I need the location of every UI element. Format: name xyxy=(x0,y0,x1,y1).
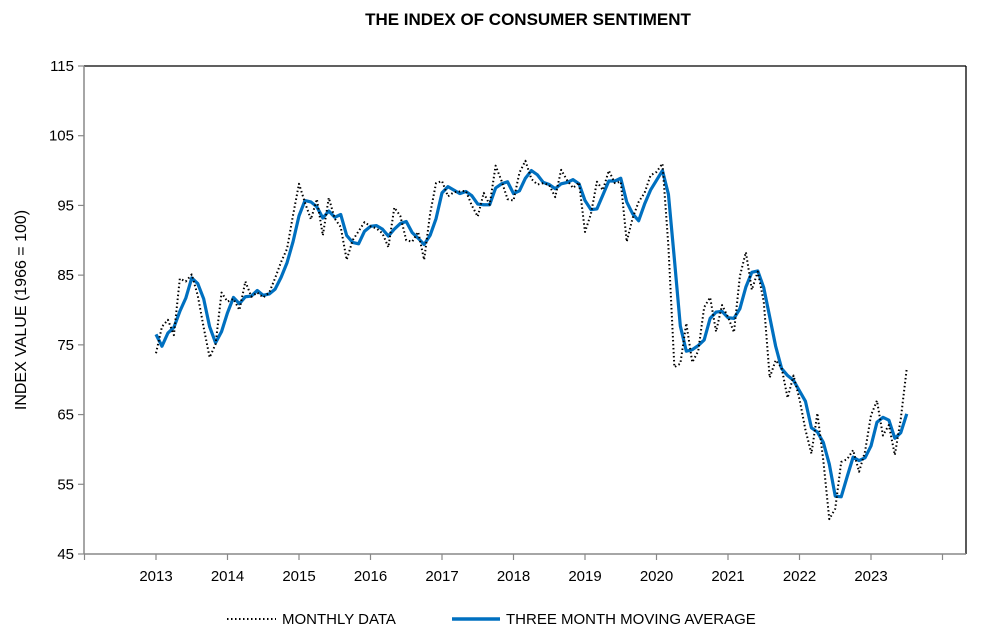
x-tick-label: 2015 xyxy=(282,568,315,585)
legend-label-moving-average: THREE MONTH MOVING AVERAGE xyxy=(506,611,756,628)
series-line-monthly-data xyxy=(155,159,908,521)
x-axis-ticks: 2013 2014 2015 2016 2017 2018 2019 2020 2021 2022… xyxy=(83,554,944,585)
y-axis-title: INDEX VALUE (1966 = 100) xyxy=(13,210,30,410)
y-tick-label: 75 xyxy=(57,337,74,354)
x-tick-label: 2017 xyxy=(425,568,458,585)
x-tick-label: 2022 xyxy=(783,568,816,585)
y-tick-label: 95 xyxy=(57,197,74,214)
y-tick-label: 55 xyxy=(57,476,74,493)
legend-label-monthly: MONTHLY DATA xyxy=(282,611,396,628)
plot-area xyxy=(83,65,967,555)
x-tick-label: 2016 xyxy=(354,568,387,585)
x-tick-label: 2018 xyxy=(497,568,530,585)
y-tick-label: 115 xyxy=(50,58,74,75)
y-tick-label: 65 xyxy=(57,407,74,424)
x-tick-label: 2020 xyxy=(640,568,673,585)
y-tick-label: 85 xyxy=(57,267,74,284)
y-tick-label: 105 xyxy=(49,128,74,145)
x-tick-label: 2019 xyxy=(568,568,601,585)
x-tick-label: 2014 xyxy=(211,568,244,585)
series-layer xyxy=(154,159,909,521)
chart-title: THE INDEX OF CONSUMER SENTIMENT xyxy=(365,10,691,29)
y-axis-ticks: 115 105 95 85 75 65 55 45 xyxy=(49,58,84,563)
x-tick-label: 2013 xyxy=(139,568,172,585)
x-tick-label: 2021 xyxy=(711,568,744,585)
x-tick-label: 2023 xyxy=(854,568,887,585)
y-tick-label: 45 xyxy=(57,546,74,563)
series-line-three-month-moving-average xyxy=(154,168,909,499)
legend: MONTHLY DATA THREE MONTH MOVING AVERAGE xyxy=(227,611,756,628)
